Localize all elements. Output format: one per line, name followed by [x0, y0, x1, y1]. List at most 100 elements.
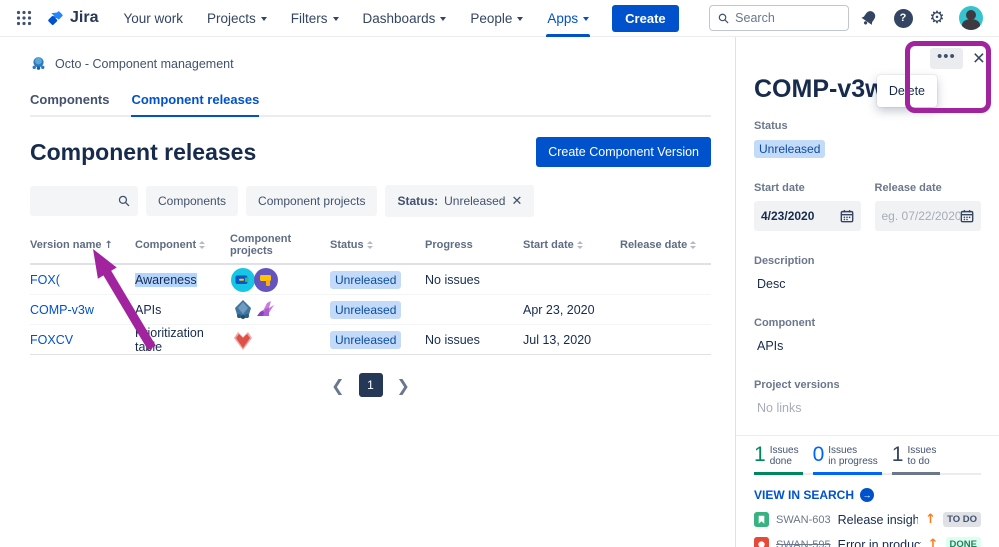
release-date-label: Release date — [874, 182, 942, 194]
project-avatar-swan[interactable] — [253, 297, 279, 323]
start-date-input[interactable] — [761, 209, 839, 223]
project-avatar-teal[interactable] — [230, 267, 256, 293]
nav-your-work[interactable]: Your work — [123, 10, 183, 26]
status-filter-label: Status: — [397, 194, 439, 208]
col-component[interactable]: Component — [135, 239, 230, 251]
nav-people[interactable]: People — [461, 0, 532, 37]
status-label: Status — [754, 120, 788, 132]
jira-logo-icon — [48, 10, 63, 25]
version-link[interactable]: COMP-v3w — [30, 302, 94, 317]
project-avatars — [230, 327, 330, 353]
breadcrumb: Octo - Component management — [30, 55, 711, 72]
project-avatar-fox[interactable] — [230, 327, 256, 353]
description-value[interactable]: Desc — [757, 277, 786, 291]
priority-high-icon: ↑ — [927, 537, 939, 547]
tab-components[interactable]: Components — [30, 92, 110, 107]
components-filter-button[interactable]: Components — [146, 186, 239, 216]
table-search-input[interactable] — [38, 194, 118, 208]
delete-menu-item[interactable]: Delete — [888, 84, 925, 98]
issue-key: SWAN-603 — [776, 513, 831, 526]
calendar-icon[interactable] — [840, 209, 854, 223]
release-date-field[interactable] — [874, 201, 981, 231]
col-version-name[interactable]: Version name ↑ — [30, 239, 113, 251]
pagination: ❮ 1 ❯ — [30, 373, 711, 397]
top-navigation: Jira Your work Projects Filters Dashboar… — [0, 0, 999, 37]
sort-ascending-icon: ↑ — [104, 239, 113, 251]
calendar-icon[interactable] — [960, 209, 974, 223]
component-projects-filter-button[interactable]: Component projects — [246, 186, 378, 216]
status-lozenge: Unreleased — [330, 330, 402, 349]
notifications-bell-icon[interactable] — [855, 4, 883, 32]
project-versions-value[interactable]: No links — [757, 401, 802, 415]
tab-bar: Components Component releases — [30, 92, 711, 117]
create-button[interactable]: Create — [612, 4, 679, 32]
create-component-version-button[interactable]: Create Component Version — [536, 137, 711, 167]
issue-row[interactable]: SWAN-595 Error in production whe ↑ DONE — [754, 537, 981, 547]
settings-gear-icon[interactable]: ⚙ — [929, 8, 945, 28]
stat-issues-to-do[interactable]: 1 Issues to do — [891, 444, 941, 475]
help-icon[interactable]: ? — [889, 4, 917, 32]
project-avatar-octopus[interactable] — [230, 297, 256, 323]
tab-component-releases[interactable]: Component releases — [131, 92, 260, 117]
stat-issues-in-progress[interactable]: 0 Issues in progress — [812, 444, 882, 475]
project-versions-label: Project versions — [754, 379, 840, 391]
previous-page-icon[interactable]: ❮ — [331, 375, 345, 395]
breadcrumb-label[interactable]: Octo - Component management — [55, 56, 234, 71]
start-date-label: Start date — [754, 182, 805, 194]
bug-type-icon — [754, 537, 769, 547]
table-search-field[interactable] — [30, 186, 138, 216]
issue-summary: Release insights - in pc — [837, 512, 919, 527]
user-avatar[interactable] — [957, 4, 985, 32]
table-header-row: Version name ↑ Component Component proje… — [30, 233, 711, 265]
component-name: Awareness — [135, 272, 197, 287]
chevron-down-icon — [332, 17, 339, 21]
status-filter-chip[interactable]: Status: Unreleased ✕ — [385, 185, 535, 217]
issue-status-badge: DONE — [945, 537, 981, 547]
panel-title: COMP-v3w — [754, 75, 885, 103]
chevron-down-icon — [440, 17, 447, 21]
global-search-input[interactable] — [735, 11, 840, 25]
project-avatar-purple[interactable] — [253, 267, 279, 293]
issue-summary: Error in production whe — [837, 537, 921, 547]
issue-row[interactable]: SWAN-603 Release insights - in pc ↑ TO D… — [754, 512, 981, 527]
start-date: Apr 23, 2020 — [523, 302, 595, 317]
version-link[interactable]: FOXCV — [30, 332, 74, 347]
global-search[interactable] — [709, 5, 849, 31]
component-name: Prioritization table — [135, 325, 204, 354]
sort-icon — [366, 241, 373, 249]
start-date-field[interactable] — [754, 201, 861, 231]
sort-icon — [690, 241, 697, 249]
stat-issues-done[interactable]: 1 Issues done — [754, 444, 803, 475]
view-in-search-link[interactable]: VIEW IN SEARCH → — [754, 488, 981, 502]
priority-high-icon: ↑ — [925, 512, 937, 527]
release-date-input[interactable] — [881, 209, 960, 223]
main-content: Octo - Component management Components C… — [0, 37, 735, 547]
col-start-date[interactable]: Start date — [523, 239, 620, 251]
close-icon[interactable]: × — [972, 46, 985, 70]
col-component-projects: Component projects — [230, 233, 292, 257]
remove-filter-icon[interactable]: ✕ — [511, 193, 523, 208]
jira-logo[interactable]: Jira — [46, 9, 98, 28]
chevron-down-icon — [517, 17, 524, 21]
chevron-down-icon — [583, 17, 590, 21]
next-page-icon[interactable]: ❯ — [396, 375, 410, 395]
start-date: Jul 13, 2020 — [523, 332, 592, 347]
nav-projects[interactable]: Projects — [198, 0, 276, 37]
project-avatars — [230, 297, 330, 323]
component-value[interactable]: APIs — [757, 339, 784, 353]
nav-dashboards[interactable]: Dashboards — [354, 0, 456, 37]
col-release-date[interactable]: Release date — [620, 239, 711, 251]
status-filter-value: Unreleased — [444, 194, 506, 208]
nav-filters[interactable]: Filters — [282, 0, 348, 37]
col-status[interactable]: Status — [330, 239, 425, 251]
component-name: APIs — [135, 302, 162, 317]
issue-stats: 1 Issues done 0 Issues in progress 1 Issue… — [754, 444, 981, 475]
version-link[interactable]: FOX( — [30, 272, 60, 287]
arrow-right-icon: → — [860, 488, 875, 502]
page-number[interactable]: 1 — [358, 373, 383, 397]
more-actions-button[interactable]: ••• — [929, 48, 963, 69]
nav-apps[interactable]: Apps — [538, 0, 598, 37]
app-switcher-icon[interactable] — [12, 6, 36, 30]
component-label: Component — [754, 317, 816, 329]
octo-app-icon — [32, 57, 45, 70]
